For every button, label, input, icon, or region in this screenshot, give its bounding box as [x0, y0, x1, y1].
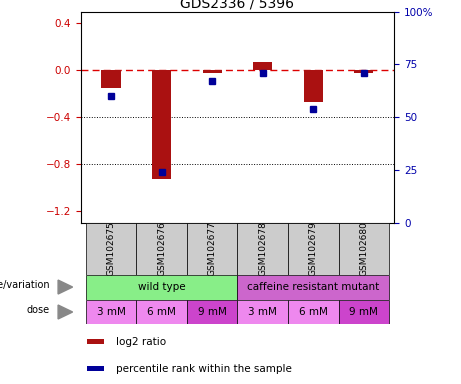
- Bar: [136, 223, 187, 275]
- Bar: [152, 70, 171, 179]
- Bar: [136, 300, 187, 324]
- Bar: [253, 62, 272, 70]
- Bar: [354, 70, 373, 73]
- Bar: [87, 366, 104, 371]
- Bar: [237, 300, 288, 324]
- Text: 9 mM: 9 mM: [198, 307, 226, 317]
- Bar: [187, 223, 237, 275]
- Text: GSM102676: GSM102676: [157, 221, 166, 276]
- Text: GSM102678: GSM102678: [258, 221, 267, 276]
- Bar: [304, 70, 323, 102]
- Bar: [86, 275, 237, 300]
- Text: percentile rank within the sample: percentile rank within the sample: [117, 364, 292, 374]
- Text: caffeine resistant mutant: caffeine resistant mutant: [247, 282, 379, 292]
- Polygon shape: [58, 305, 72, 319]
- Bar: [101, 70, 121, 88]
- Bar: [86, 300, 136, 324]
- Bar: [87, 339, 104, 344]
- Text: 3 mM: 3 mM: [96, 307, 125, 317]
- Text: GSM102679: GSM102679: [309, 221, 318, 276]
- Text: log2 ratio: log2 ratio: [117, 337, 166, 347]
- Title: GDS2336 / 5396: GDS2336 / 5396: [180, 0, 295, 10]
- Text: genotype/variation: genotype/variation: [0, 280, 50, 290]
- Bar: [338, 223, 389, 275]
- Bar: [187, 300, 237, 324]
- Text: 6 mM: 6 mM: [147, 307, 176, 317]
- Text: 9 mM: 9 mM: [349, 307, 378, 317]
- Polygon shape: [58, 280, 72, 294]
- Bar: [338, 300, 389, 324]
- Bar: [237, 223, 288, 275]
- Bar: [86, 223, 136, 275]
- Text: 6 mM: 6 mM: [299, 307, 328, 317]
- Bar: [237, 275, 389, 300]
- Text: GSM102680: GSM102680: [359, 221, 368, 276]
- Text: GSM102675: GSM102675: [106, 221, 116, 276]
- Text: dose: dose: [27, 305, 50, 315]
- Text: GSM102677: GSM102677: [207, 221, 217, 276]
- Text: 3 mM: 3 mM: [248, 307, 277, 317]
- Bar: [288, 223, 338, 275]
- Bar: [288, 300, 338, 324]
- Bar: [202, 70, 222, 73]
- Text: wild type: wild type: [138, 282, 185, 292]
